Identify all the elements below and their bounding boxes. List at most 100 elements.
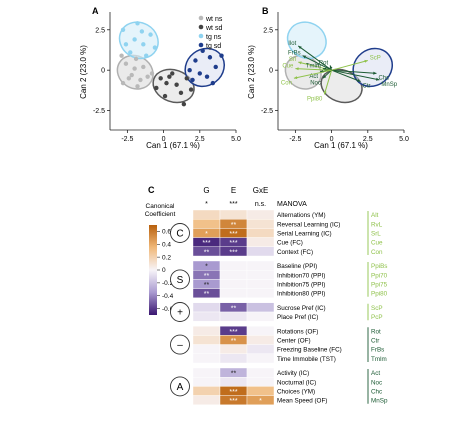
heatmap-cell: [246, 228, 275, 238]
group-badge: [170, 302, 190, 322]
group-badge-label: C: [176, 229, 183, 240]
point-tg-ns: [144, 53, 149, 58]
group-badge: [170, 334, 190, 355]
point-tg-ns: [139, 29, 145, 34]
row-label: Reversal Learning (IC): [277, 221, 340, 228]
y-tick-label: 2.5: [95, 27, 105, 34]
legend-marker-tg-sd: [198, 42, 204, 48]
significance-stars: *: [205, 264, 208, 271]
vector-arrowhead: [329, 65, 333, 69]
vector-label: Cue: [282, 64, 294, 70]
row-label: Rotations (OF): [277, 328, 318, 335]
point-tg-ns: [132, 37, 137, 42]
significance-stars: ***: [229, 389, 237, 396]
row-label: Inhibition70 (PPI): [277, 272, 325, 279]
vector-arrowhead: [295, 67, 299, 71]
row-abbreviation: RvL: [371, 221, 383, 228]
heatmap-cell: [192, 386, 221, 396]
heatmap-cell: [219, 279, 248, 289]
heatmap-cell: [219, 344, 248, 355]
row-abbreviation: MnSp: [371, 398, 388, 405]
point-wt-sd: [154, 85, 159, 91]
point-tg-sd: [190, 77, 195, 83]
colorbar-tick-label: 0.2: [162, 254, 171, 261]
heatmap-cell: [246, 279, 275, 289]
point-tg-sd: [207, 55, 213, 60]
significance-stars: **: [231, 305, 237, 312]
heatmap-cell: [219, 353, 248, 364]
vector-label: Noc: [310, 80, 321, 86]
vector-MnSp: [331, 69, 380, 81]
heatmap-cell: [246, 288, 275, 299]
colorbar-tick-label: 0: [162, 267, 166, 274]
vector-label: Chc: [378, 75, 389, 81]
row-abbreviation: FrBs: [371, 347, 384, 354]
point-wt-ns: [132, 66, 137, 71]
heatmap-cell: [246, 367, 275, 378]
colorbar-tick-label: -0.6: [162, 306, 174, 313]
heatmap-cell: [219, 311, 248, 322]
heatmap-cell: [192, 218, 221, 229]
x-tick-label: 2.5: [363, 136, 373, 143]
x-tick-label: -2.5: [121, 136, 133, 143]
y-tick-label: 0: [101, 68, 105, 75]
manova-value: ***: [229, 201, 237, 208]
row-abbreviation: Chc: [371, 389, 382, 396]
significance-stars: **: [204, 249, 210, 256]
vector-arrowhead: [293, 76, 298, 80]
row-abbreviation: Ppi80: [371, 291, 388, 298]
vector-label: Tmlm: [306, 64, 321, 70]
heatmap-cell: [192, 377, 221, 387]
point-wt-ns: [120, 80, 126, 86]
heatmap-cell: [246, 246, 275, 257]
heatmap-cell: [192, 395, 221, 406]
panel-c-label: C: [148, 185, 155, 195]
manova-value: n.s.: [255, 201, 266, 208]
heatmap-cell: [192, 335, 221, 345]
point-wt-ns: [141, 64, 146, 70]
colorbar-title-line1: Canonical: [146, 203, 175, 210]
vector-Cue: [295, 68, 332, 71]
heatmap-cell: [246, 237, 275, 248]
vector-arrowhead: [298, 45, 302, 50]
vector-arrowhead: [357, 78, 361, 82]
colorbar-tick-label: -0.4: [162, 293, 174, 300]
row-label: Choices (YM): [277, 389, 315, 396]
point-wt-ns: [119, 53, 124, 58]
row-abbreviation: Act: [371, 370, 380, 377]
point-wt-ns: [126, 76, 132, 81]
vector-ScP: [331, 60, 368, 71]
vector-Con: [293, 69, 332, 79]
vector-arrowhead: [375, 77, 380, 81]
panel-b-label: B: [262, 6, 269, 16]
panel-a-scatter: A -2.5 0 2.5 5.0 2.5 0 -2.5 Can 1 (67.1 %) Can…: [79, 6, 241, 150]
significance-stars: ***: [229, 398, 237, 405]
heatmap-cell: [219, 260, 248, 271]
row-abbreviation: SrL: [371, 231, 381, 238]
point-tg-sd: [200, 48, 205, 53]
point-tg-ns: [128, 50, 133, 55]
point-wt-sd: [181, 101, 187, 107]
row-label: Center (OF): [277, 338, 311, 345]
y-tick-label: 2.5: [263, 27, 273, 34]
point-tg-sd: [204, 74, 210, 79]
point-wt-sd: [174, 82, 179, 87]
group-badge-label: +: [177, 308, 183, 319]
point-wt-sd: [164, 80, 169, 86]
point-wt-ns: [135, 84, 140, 89]
panel-b-ylabel: Can 2 (23.0 %): [247, 45, 256, 99]
x-tick-label: 0: [162, 136, 166, 143]
x-tick-label: 5.0: [231, 136, 241, 143]
point-tg-ns: [141, 42, 146, 47]
heatmap-cell: [192, 344, 221, 355]
point-wt-sd: [184, 76, 189, 81]
vector-label: Con: [281, 80, 292, 86]
heatmap-cell: [246, 344, 275, 355]
heatmap-cell: [219, 270, 248, 280]
heatmap-cell: [246, 209, 275, 220]
panel-a-ylabel: Can 2 (23.0 %): [79, 45, 88, 99]
heatmap-cell: [246, 395, 275, 406]
heatmap-cell: [246, 377, 275, 387]
y-tick-label: -2.5: [261, 108, 273, 115]
